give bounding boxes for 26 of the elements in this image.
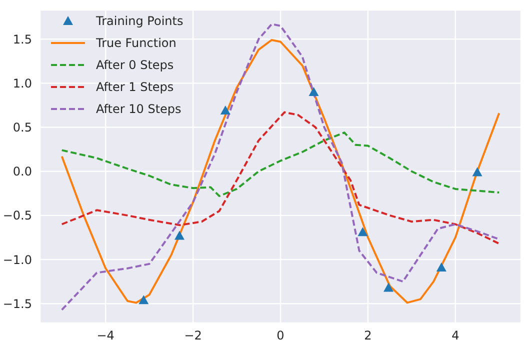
legend-label: After 0 Steps bbox=[96, 58, 174, 72]
x-tick-label: 0 bbox=[276, 328, 284, 343]
point bbox=[308, 86, 319, 96]
point bbox=[358, 227, 368, 236]
line-series bbox=[60, 132, 500, 198]
x-tick-label: 2 bbox=[364, 328, 372, 343]
point bbox=[174, 230, 184, 240]
legend-label: After 10 Steps bbox=[96, 102, 182, 116]
x-tick-label: −4 bbox=[96, 328, 114, 343]
point bbox=[436, 262, 446, 272]
y-tick-label: 1.0 bbox=[12, 76, 32, 90]
point bbox=[472, 167, 482, 176]
point bbox=[138, 295, 149, 304]
x-tick-label: 4 bbox=[452, 328, 460, 343]
y-tick-label: 1.5 bbox=[12, 32, 32, 46]
y-tick-label: 0.5 bbox=[12, 120, 32, 135]
legend-label: After 1 Steps bbox=[96, 80, 174, 94]
y-tick-label: −0.5 bbox=[2, 208, 32, 223]
point bbox=[384, 282, 394, 292]
legend-label: Training Points bbox=[96, 14, 184, 28]
legend-label: True Function bbox=[96, 36, 176, 50]
y-tick-label: 0.0 bbox=[12, 164, 32, 179]
point bbox=[220, 106, 230, 115]
y-tick-label: −1.5 bbox=[2, 296, 32, 311]
y-tick-label: −1.0 bbox=[2, 252, 32, 267]
x-tick-label: −2 bbox=[184, 328, 202, 343]
